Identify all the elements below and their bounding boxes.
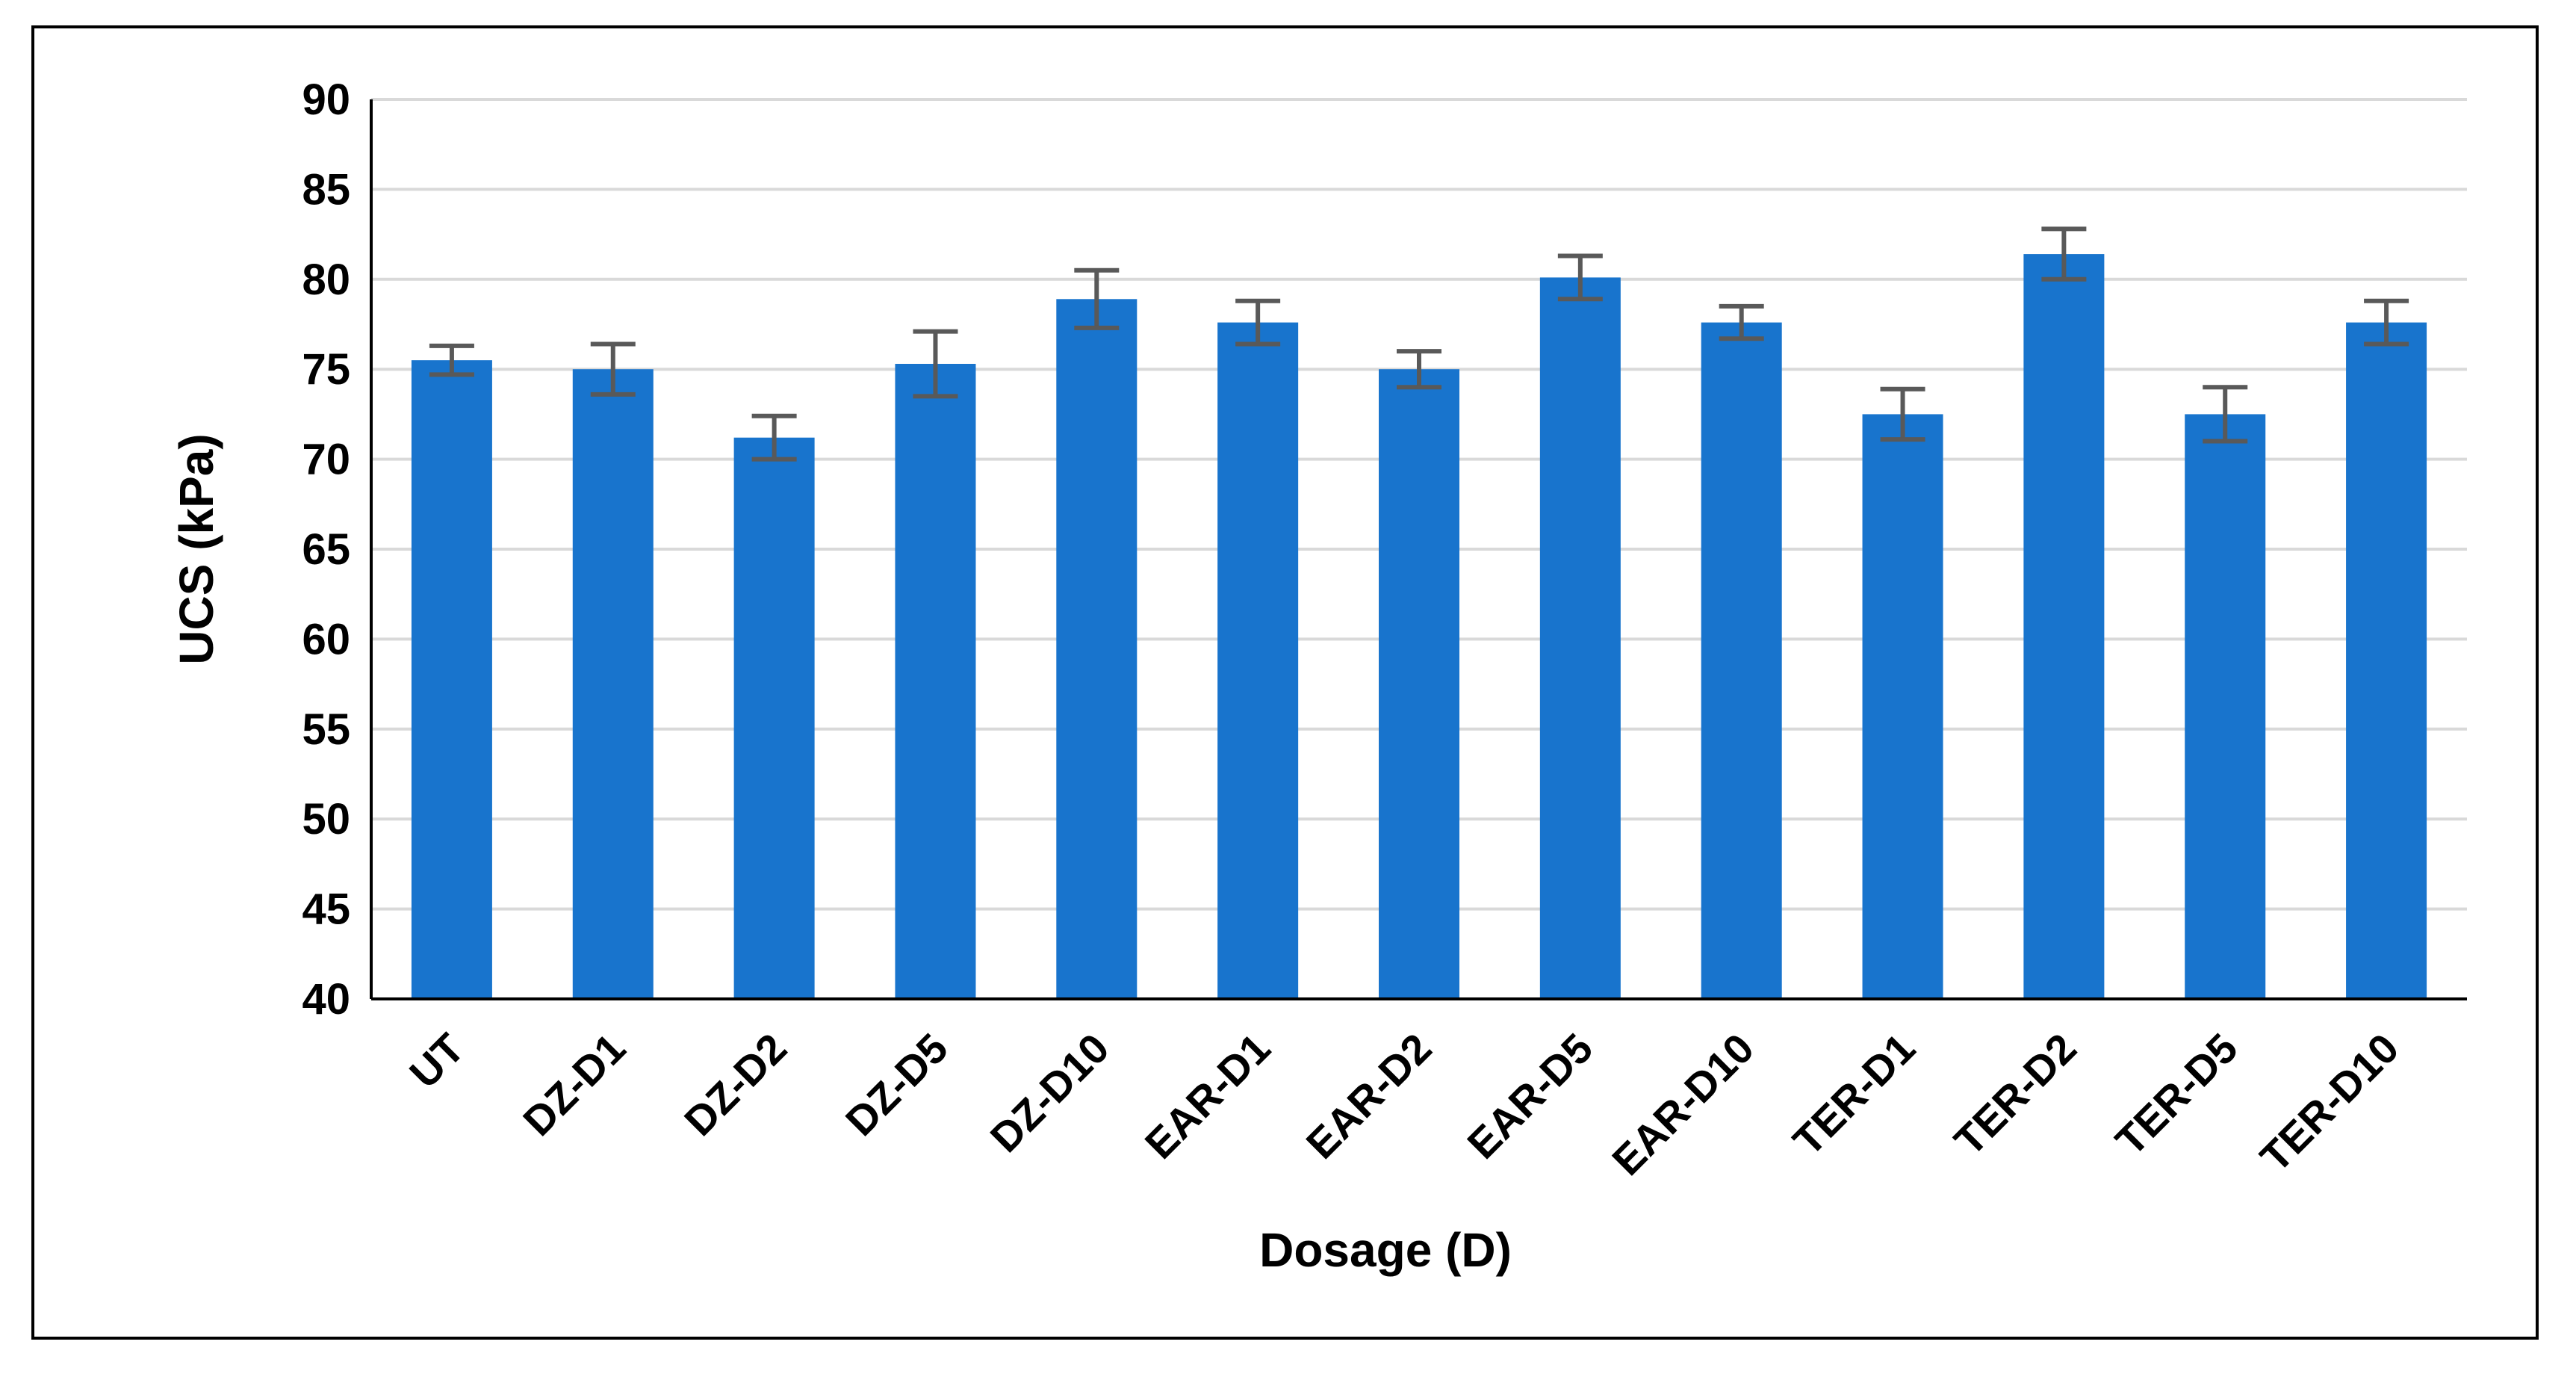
bar-ear-d5 [1539, 277, 1621, 1000]
error-bar [2041, 226, 2087, 282]
x-tick-label: EAR-D2 [1297, 1024, 1441, 1168]
bar-ter-d10 [2346, 322, 2427, 999]
bar-ear-d2 [1379, 369, 1459, 999]
y-tick-label: 85 [302, 165, 350, 214]
y-tick-label: 45 [302, 885, 350, 934]
error-bar [913, 329, 958, 399]
error-bar [751, 413, 797, 462]
bar-dz-d1 [572, 369, 654, 999]
x-tick-label: DZ-D2 [675, 1024, 795, 1145]
error-bar [1074, 267, 1120, 330]
error-bar [1719, 303, 1764, 341]
y-tick-label: 60 [302, 615, 350, 663]
bar-ter-d1 [1862, 414, 1943, 999]
error-bar [429, 343, 474, 377]
y-tick-label: 90 [302, 75, 350, 124]
gridlines [371, 98, 2467, 911]
y-tick-label: 80 [302, 256, 350, 304]
x-tick-label: EAR-D5 [1458, 1024, 1601, 1168]
y-tick-label: 65 [302, 525, 350, 574]
bar-dz-d5 [895, 363, 976, 999]
x-tick-label: EAR-D10 [1603, 1024, 1763, 1184]
bar-ear-d10 [1701, 322, 1782, 999]
error-bar [1880, 386, 1925, 442]
bars [411, 254, 2427, 1000]
y-tick-label: 75 [302, 345, 350, 394]
error-bars [429, 226, 2409, 462]
error-bar [2203, 385, 2248, 444]
x-tick-label: TER-D10 [2251, 1024, 2408, 1181]
x-tick-label: DZ-D1 [514, 1024, 634, 1145]
x-tick-label: DZ-D10 [981, 1024, 1118, 1161]
y-tick-labels: 40 45 50 55 60 65 70 75 80 85 90 [302, 75, 350, 1024]
x-tick-label: EAR-D1 [1136, 1024, 1279, 1168]
bar-ter-d5 [2185, 414, 2266, 999]
x-tick-label: TER-D1 [1784, 1024, 1924, 1165]
bar-dz-d10 [1056, 299, 1138, 1000]
x-tick-labels: UT DZ-D1 DZ-D2 DZ-D5 DZ-D10 EAR-D1 EAR-D2 EAR-D… [400, 1024, 2407, 1184]
error-bar [1397, 349, 1441, 390]
x-tick-label: TER-D5 [2106, 1024, 2247, 1165]
error-bar [1557, 253, 1603, 302]
bar-ut [411, 360, 492, 999]
x-axis-title: Dosage (D) [1259, 1223, 1512, 1277]
axes [370, 99, 2467, 1000]
x-tick-label: UT [400, 1024, 473, 1097]
bar-ear-d1 [1217, 322, 1299, 999]
x-tick-label: DZ-D5 [837, 1024, 957, 1145]
y-tick-label: 70 [302, 436, 350, 484]
bar-dz-d2 [733, 437, 815, 999]
y-axis-title: UCS (kPa) [170, 433, 223, 664]
x-tick-label: TER-D2 [1945, 1024, 2085, 1165]
error-bar [2364, 298, 2409, 347]
error-bar [1235, 298, 1281, 347]
y-tick-label: 55 [302, 705, 350, 754]
error-bar [590, 341, 636, 397]
y-tick-label: 50 [302, 795, 350, 844]
y-tick-label: 40 [302, 975, 350, 1024]
bar-ter-d2 [2023, 254, 2105, 999]
